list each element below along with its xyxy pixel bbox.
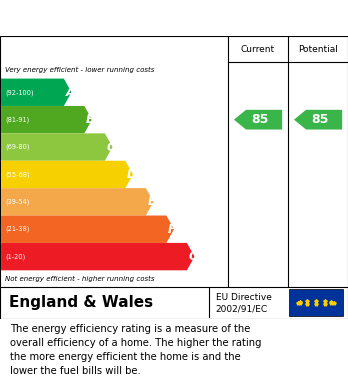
Text: Current: Current [241,45,275,54]
Text: (81-91): (81-91) [5,117,30,123]
Polygon shape [1,243,195,270]
Text: (1-20): (1-20) [5,253,25,260]
Text: (39-54): (39-54) [5,199,30,205]
Text: C: C [106,140,115,154]
Polygon shape [1,188,153,215]
Text: (69-80): (69-80) [5,144,30,150]
Text: F: F [168,223,176,236]
Polygon shape [234,110,282,129]
Text: Very energy efficient - lower running costs: Very energy efficient - lower running co… [5,66,155,73]
Text: E: E [148,196,156,208]
Polygon shape [294,110,342,129]
Text: England & Wales: England & Wales [9,295,153,310]
Bar [289,289,343,316]
Polygon shape [1,133,112,161]
Text: (55-68): (55-68) [5,171,30,178]
Text: Not energy efficient - higher running costs: Not energy efficient - higher running co… [5,275,155,282]
Polygon shape [1,106,92,133]
Text: EU Directive: EU Directive [216,293,272,302]
Text: Energy Efficiency Rating: Energy Efficiency Rating [9,11,230,26]
Text: G: G [189,250,198,263]
Text: Potential: Potential [298,45,338,54]
Text: D: D [127,168,137,181]
Text: B: B [86,113,95,126]
Text: (21-38): (21-38) [5,226,30,233]
Text: 85: 85 [311,113,329,126]
Text: (92-100): (92-100) [5,89,34,95]
Text: A: A [65,86,75,99]
Text: The energy efficiency rating is a measure of the
overall efficiency of a home. T: The energy efficiency rating is a measur… [10,325,262,377]
Polygon shape [1,161,133,188]
Text: 2002/91/EC: 2002/91/EC [216,305,268,314]
Text: 85: 85 [251,113,269,126]
Polygon shape [1,215,174,243]
Polygon shape [1,79,71,106]
